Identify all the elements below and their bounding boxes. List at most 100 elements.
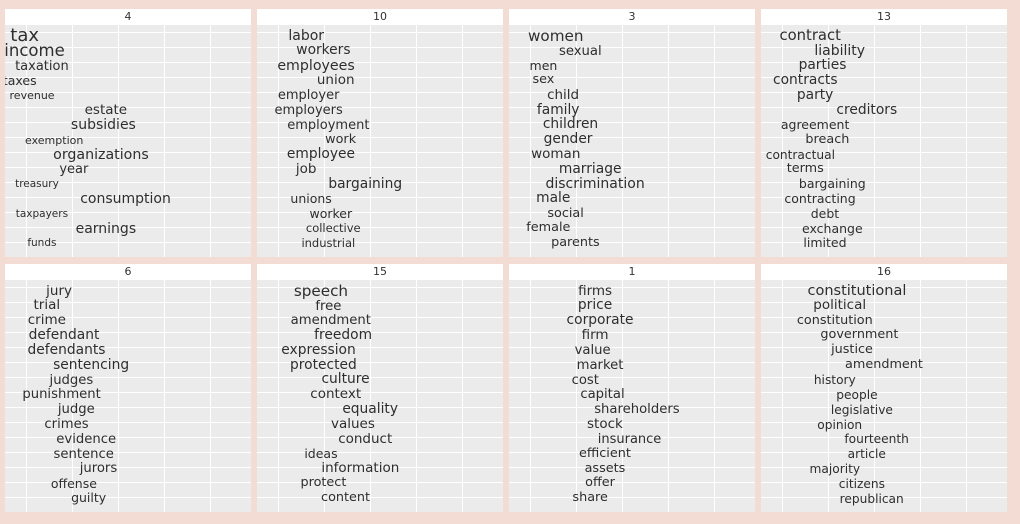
word-label: trial xyxy=(33,297,61,314)
facet-plot-area: speech free amendment freedom expression prot… xyxy=(257,280,503,512)
word-label: judge xyxy=(57,402,95,418)
word-label: crime xyxy=(27,312,66,329)
word-label: exchange xyxy=(802,220,863,236)
facet-strip-label: 16 xyxy=(761,264,1007,280)
word-label: constitution xyxy=(796,312,873,328)
word-label: majority xyxy=(809,461,861,476)
facet-panel: 4 tax income taxation taxes revenue estate subs… xyxy=(5,9,251,257)
word-label: history xyxy=(813,373,856,388)
word-label: offer xyxy=(585,475,615,491)
word-label: women xyxy=(527,26,584,45)
facet-strip-label: 1 xyxy=(509,264,755,280)
facet-panel: 10 labor workers employees union employer empl… xyxy=(257,9,503,257)
word-label: tax xyxy=(10,25,40,47)
word-label: government xyxy=(820,327,899,343)
word-label: workers xyxy=(296,42,351,59)
word-label: legislative xyxy=(830,402,893,417)
word-label: context xyxy=(310,386,362,403)
word-label: protect xyxy=(300,475,347,491)
word-label: family xyxy=(536,101,580,118)
word-label: discrimination xyxy=(545,176,645,193)
word-label: sex xyxy=(532,72,555,88)
word-label: terms xyxy=(786,161,824,177)
facet-panel: 13 contract liability parties contracts party… xyxy=(761,9,1007,257)
facet-plot-area: labor workers employees union employer employ… xyxy=(257,25,503,257)
word-label: amendment xyxy=(845,357,923,372)
word-label: male xyxy=(536,190,571,207)
word-label: bargaining xyxy=(798,176,866,192)
facet-strip-label: 4 xyxy=(5,9,251,25)
word-label: equality xyxy=(342,400,398,417)
facet-panel: 15 speech free amendment freedom expression pr… xyxy=(257,264,503,512)
word-label: efficient xyxy=(579,445,631,461)
facet-panel: 6 jury trial crime defendant defendants senten… xyxy=(5,264,251,512)
word-label: price xyxy=(577,297,613,314)
word-label: employees xyxy=(277,57,355,74)
word-label: taxation xyxy=(15,58,69,74)
word-label: people xyxy=(836,387,878,402)
word-label: freedom xyxy=(314,326,373,343)
word-label: exemption xyxy=(25,133,84,147)
facet-plot-area: firms price corporate firm value market cost ca… xyxy=(509,280,755,512)
word-label: culture xyxy=(321,371,370,388)
word-label: female xyxy=(526,220,571,236)
word-label: expression xyxy=(281,341,356,358)
word-label: breach xyxy=(805,131,850,147)
word-label: limited xyxy=(803,235,847,251)
word-label: earnings xyxy=(75,220,137,237)
word-label: treasury xyxy=(15,178,59,191)
word-label: revenue xyxy=(9,89,55,103)
word-label: guilty xyxy=(71,490,107,506)
word-label: organizations xyxy=(53,146,149,163)
word-label: opinion xyxy=(817,417,863,432)
word-label: republican xyxy=(839,491,904,506)
word-label: debt xyxy=(810,205,840,221)
word-label: employer xyxy=(277,88,340,104)
facet-panel: 3 women sexual men sex child family children gen… xyxy=(509,9,755,257)
word-label: share xyxy=(572,490,608,506)
word-label: free xyxy=(315,298,342,314)
word-label: child xyxy=(547,86,580,103)
word-label: parents xyxy=(551,235,600,251)
facet-panel: 16 constitutional political constitution gov… xyxy=(761,264,1007,512)
word-label: insurance xyxy=(597,431,662,447)
word-label: income xyxy=(5,40,65,60)
word-label: subsidies xyxy=(70,117,136,134)
word-label: collective xyxy=(305,221,361,236)
word-label: taxes xyxy=(5,72,37,88)
word-label: year xyxy=(59,162,89,178)
word-label: funds xyxy=(27,237,57,250)
word-label: justice xyxy=(831,342,873,358)
facet-strip-label: 6 xyxy=(5,264,251,280)
word-label: offense xyxy=(50,475,97,491)
word-label: employers xyxy=(274,102,343,118)
word-label: judges xyxy=(49,372,94,388)
word-label: constitutional xyxy=(807,283,907,300)
word-label: taxpayers xyxy=(15,207,69,220)
word-label: union xyxy=(316,72,355,89)
facet-plot-area: women sexual men sex child family children gend… xyxy=(509,25,755,257)
word-label: fourteenth xyxy=(844,432,909,447)
word-label: party xyxy=(796,86,834,103)
word-label: firms xyxy=(578,282,613,299)
word-label: capital xyxy=(580,387,625,403)
word-label: protected xyxy=(290,356,357,373)
facet-plot-area: constitutional political constitution gover… xyxy=(761,280,1007,512)
word-label: jury xyxy=(46,282,73,299)
word-label: worker xyxy=(309,205,353,221)
word-label: conduct xyxy=(338,430,393,447)
word-label: estate xyxy=(84,101,128,118)
word-label: woman xyxy=(531,146,581,163)
facet-plot-area: jury trial crime defendant defendants sentenc… xyxy=(5,280,251,512)
word-label: consumption xyxy=(80,191,171,208)
word-label: defendant xyxy=(28,326,100,343)
word-label: values xyxy=(330,415,375,432)
word-label: parties xyxy=(798,57,847,74)
word-label: corporate xyxy=(566,312,634,329)
word-label: stock xyxy=(587,415,623,432)
facet-strip-label: 15 xyxy=(257,264,503,280)
word-label: cost xyxy=(571,372,599,388)
facet-plot-area: tax income taxation taxes revenue estate subsi… xyxy=(5,25,251,257)
word-label: contractual xyxy=(765,147,835,162)
word-label: employment xyxy=(287,117,370,133)
